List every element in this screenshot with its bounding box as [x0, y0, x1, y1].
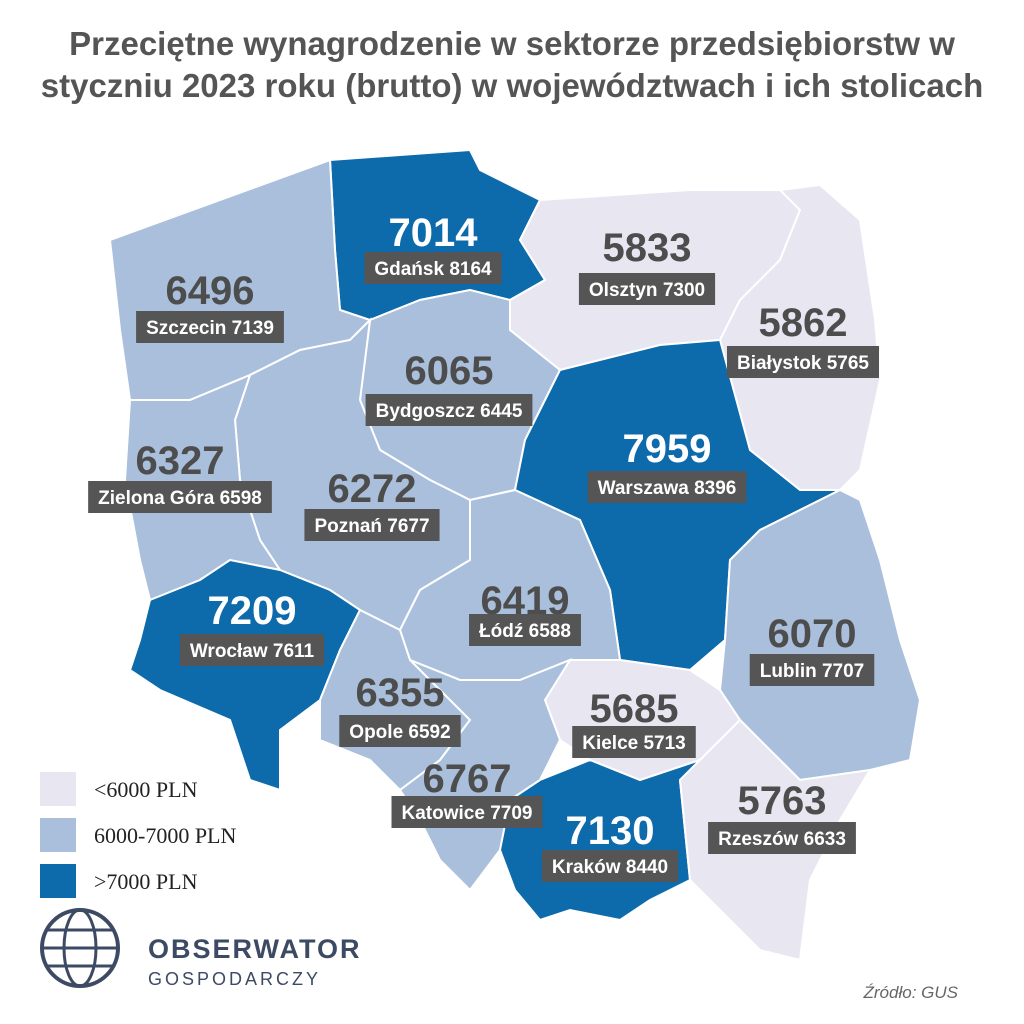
capital-value: 8440	[626, 857, 668, 878]
capital-label-box	[136, 311, 284, 343]
capital-label: Gdańsk 8164	[374, 259, 492, 280]
capital-value: 7707	[822, 661, 864, 682]
region-value: 5862	[759, 301, 848, 345]
capital-name: Poznań	[314, 516, 382, 537]
capital-label: Zielona Góra 6598	[98, 488, 262, 509]
capital-label-box	[304, 509, 440, 541]
map-labels: 7014 Gdańsk 8164 6496 Szczecin 7139 5833 Olsz…	[88, 211, 880, 882]
capital-value: 6598	[220, 488, 262, 509]
region-value: 6355	[356, 671, 445, 715]
capital-label: Opole 6592	[349, 722, 450, 743]
capital-name: Opole	[349, 722, 403, 743]
capital-label: Kielce 5713	[582, 733, 686, 754]
region-value: 6065	[405, 349, 494, 393]
region-value: 6496	[166, 269, 255, 313]
capital-name: Kielce	[582, 733, 638, 754]
capital-label: Kraków 8440	[552, 857, 668, 878]
region-value: 7014	[389, 211, 479, 255]
capital-value: 6592	[408, 722, 450, 743]
capital-name: Lublin	[760, 661, 817, 682]
capital-label-box	[365, 394, 533, 426]
capital-name: Bydgoszcz	[376, 401, 475, 422]
region-value: 7209	[208, 589, 297, 633]
capital-name: Katowice	[402, 803, 485, 824]
capital-label-box	[179, 634, 325, 666]
capital-label: Warszawa 8396	[598, 478, 737, 499]
capital-name: Wrocław	[190, 641, 268, 662]
region-value: 5833	[603, 226, 692, 270]
capital-label: Katowice 7709	[402, 803, 533, 824]
capital-label-box	[339, 715, 461, 747]
capital-label-box	[541, 850, 679, 882]
capital-label-box	[88, 481, 272, 513]
capital-value: 7300	[663, 280, 705, 301]
capital-label: Szczecin 7139	[146, 318, 274, 339]
logo: OBSERWATOR GOSPODARCZY	[40, 908, 362, 989]
legend-swatch	[40, 818, 76, 852]
capital-value: 6633	[804, 829, 846, 850]
capital-name: Gdańsk	[374, 259, 444, 280]
region-value: 5685	[590, 687, 679, 731]
capital-label-box	[572, 726, 696, 758]
region-value: 6327	[136, 439, 225, 483]
legend: <6000 PLN 6000-7000 PLN >7000 PLN	[40, 772, 237, 898]
legend-label: >7000 PLN	[94, 869, 198, 894]
legend-swatch	[40, 864, 76, 898]
capital-name: Szczecin	[146, 318, 226, 339]
capital-value: 5765	[827, 353, 870, 374]
capital-name: Kraków	[552, 857, 621, 878]
capital-name: Rzeszów	[718, 829, 798, 850]
capital-name: Zielona Góra	[98, 488, 215, 509]
capital-value: 7677	[387, 516, 429, 537]
capital-label-box	[469, 614, 581, 646]
region-value: 6272	[328, 467, 417, 511]
title-line: Przeciętne wynagrodzenie w sektorze prze…	[69, 25, 955, 62]
capital-label: Rzeszów 6633	[718, 829, 846, 850]
capital-label-box	[391, 796, 543, 828]
capital-value: 6588	[529, 621, 571, 642]
capital-label-box	[708, 822, 856, 854]
capital-label: Łódź 6588	[479, 621, 571, 642]
capital-value: 8164	[449, 259, 492, 280]
capital-name: Warszawa	[598, 478, 690, 499]
capital-value: 7709	[490, 803, 532, 824]
region-value: 6767	[423, 757, 512, 801]
legend-swatch	[40, 772, 76, 806]
capital-name: Łódź	[479, 621, 523, 642]
legend-label: 6000-7000 PLN	[94, 823, 237, 848]
region-value: 5763	[738, 779, 827, 823]
capital-label: Lublin 7707	[760, 661, 865, 682]
capital-name: Olsztyn	[589, 280, 658, 301]
capital-label-box	[364, 252, 502, 284]
region	[718, 488, 922, 782]
capital-value: 5713	[643, 733, 685, 754]
capital-label: Białystok 5765	[737, 353, 869, 374]
capital-label: Poznań 7677	[314, 516, 429, 537]
logo-name: OBSERWATOR	[148, 934, 362, 964]
capital-label-box	[726, 346, 880, 378]
capital-label-box	[749, 654, 875, 686]
region-value: 7130	[566, 809, 655, 853]
capital-label-box	[578, 273, 716, 305]
logo-subtitle: GOSPODARCZY	[148, 969, 321, 989]
capital-value: 6445	[480, 401, 523, 422]
capital-label: Bydgoszcz 6445	[376, 401, 523, 422]
capital-value: 8396	[694, 478, 736, 499]
source: Źródło: GUS	[863, 983, 959, 1002]
capital-name: Białystok	[737, 353, 822, 374]
legend-label: <6000 PLN	[94, 777, 198, 802]
capital-value: 7139	[232, 318, 274, 339]
title-line: styczniu 2023 roku (brutto) w województw…	[41, 67, 984, 104]
region	[128, 558, 362, 792]
capital-value: 7611	[273, 641, 315, 662]
region-value: 7959	[623, 427, 712, 471]
capital-label: Olsztyn 7300	[589, 280, 705, 301]
region-value: 6070	[768, 612, 857, 656]
capital-label-box	[587, 471, 747, 503]
capital-label: Wrocław 7611	[190, 641, 315, 662]
